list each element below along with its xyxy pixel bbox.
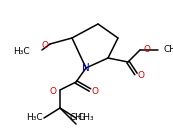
- Text: O: O: [138, 70, 144, 80]
- Text: O: O: [49, 86, 56, 95]
- Text: H₃C: H₃C: [13, 47, 30, 55]
- Text: O: O: [41, 40, 48, 49]
- Text: CH₃: CH₃: [78, 114, 95, 122]
- Text: CH₃: CH₃: [70, 113, 86, 122]
- Text: H₃C: H₃C: [26, 114, 43, 122]
- Text: O: O: [92, 86, 98, 95]
- Text: CH₃: CH₃: [163, 45, 173, 54]
- Text: N: N: [82, 63, 90, 73]
- Text: O: O: [144, 44, 151, 54]
